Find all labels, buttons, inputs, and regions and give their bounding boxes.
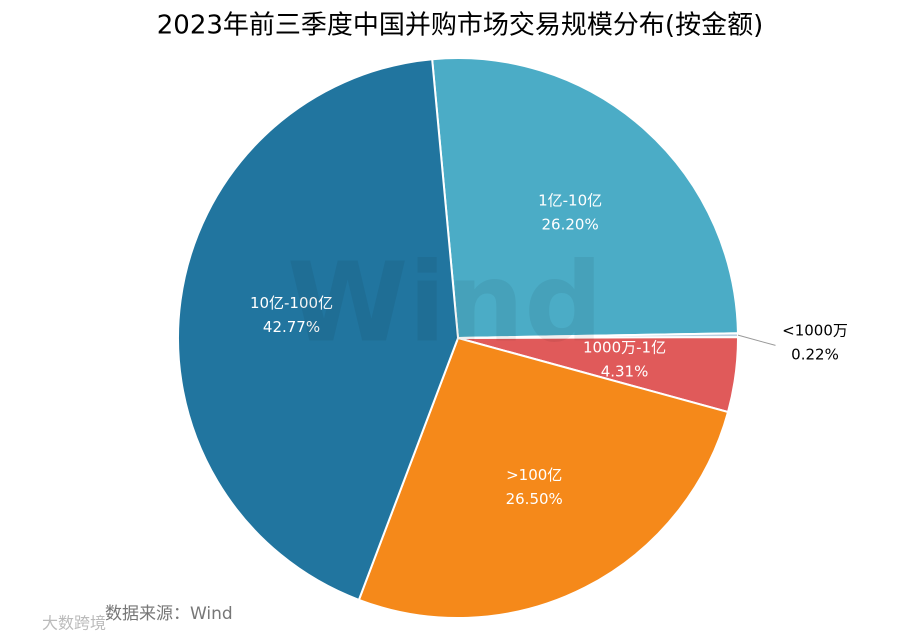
slice-value: 42.77% [263, 318, 320, 336]
leader-line [737, 334, 776, 346]
slice-label: <1000万 [782, 322, 848, 340]
slice-label: 1亿-10亿 [538, 191, 602, 209]
logo-text: 大数跨境 [42, 614, 106, 633]
watermark: Wind [287, 238, 603, 366]
slice-label: >100亿 [506, 466, 562, 484]
slice-label: 10亿-100亿 [250, 294, 333, 312]
slice-value: 26.20% [542, 215, 599, 233]
source-note: 数据来源：Wind [105, 604, 233, 624]
pie-slice [357, 336, 730, 619]
pie-slice [431, 57, 739, 340]
chart-title: 2023年前三季度中国并购市场交易规模分布(按金额) [157, 11, 763, 41]
slice-value: 0.22% [791, 346, 839, 364]
slice-value: 26.50% [506, 490, 563, 508]
pie-slice [177, 58, 460, 602]
slice-value: 4.31% [601, 363, 649, 381]
slice-label: 1000万-1亿 [583, 339, 666, 357]
